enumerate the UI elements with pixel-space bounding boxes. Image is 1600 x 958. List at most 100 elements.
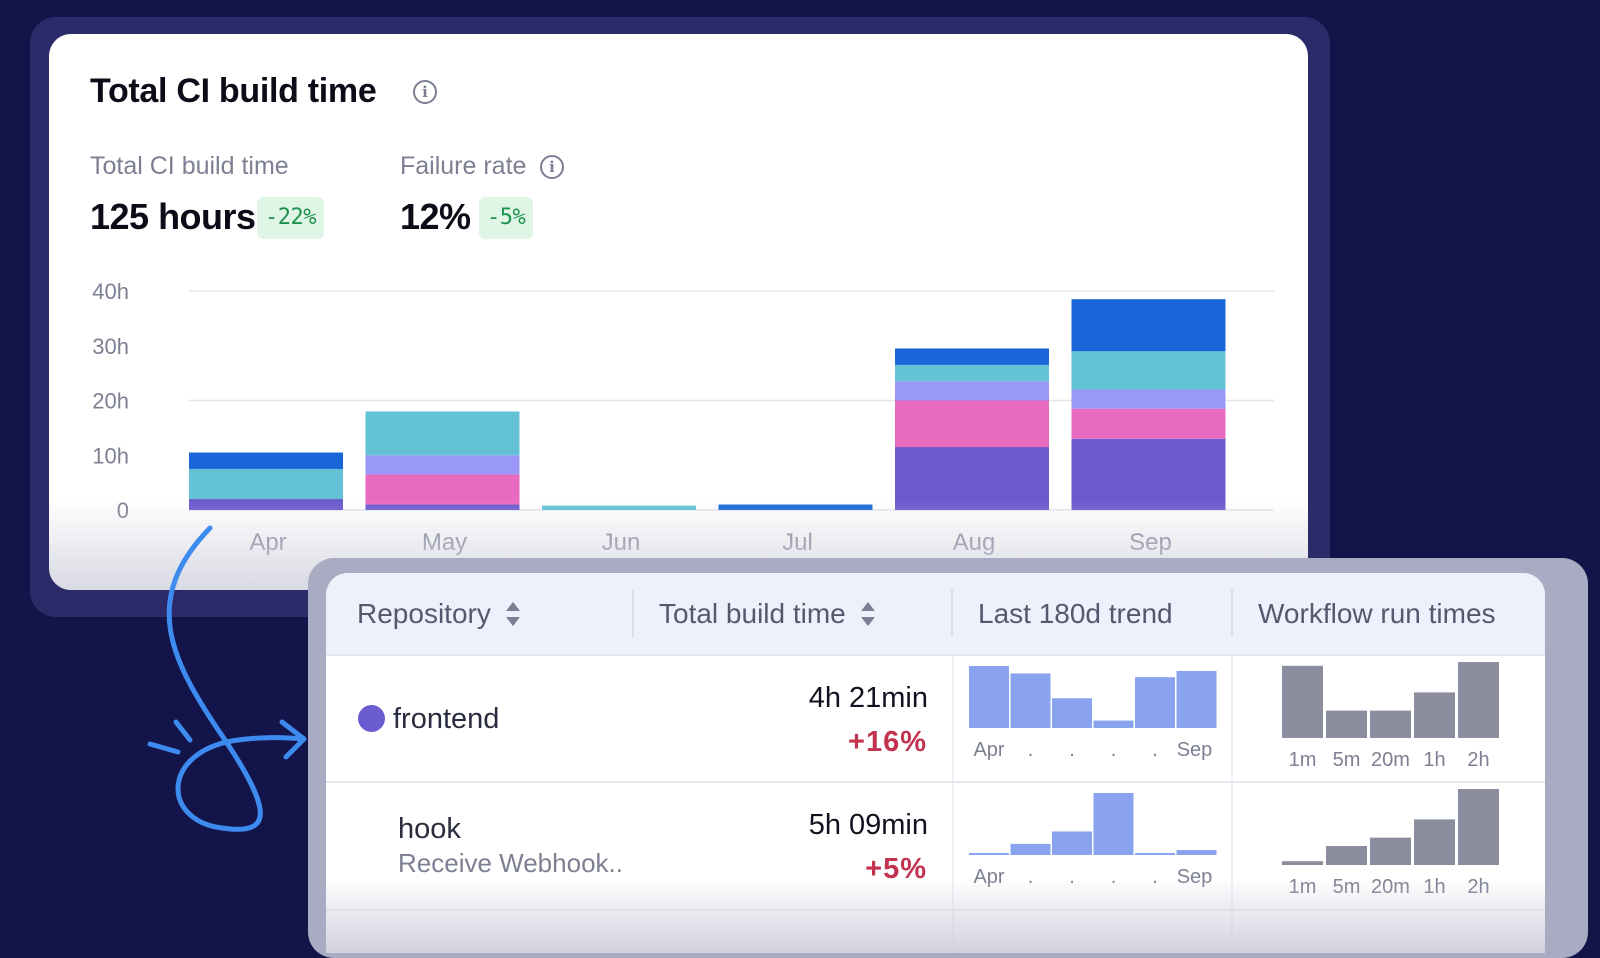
y-tick-label: 30h	[92, 334, 129, 359]
run-time-bar	[1326, 710, 1367, 738]
trend-sparkbar: Apr.... Sep	[969, 666, 1217, 761]
table-header: Repository Total build time Last 180d tr…	[326, 573, 1545, 656]
run-time-label: 1m	[1289, 876, 1317, 898]
sort-icon[interactable]	[505, 601, 521, 627]
header-repository[interactable]: Repository	[357, 573, 521, 654]
header-total-build-time[interactable]: Total build time	[659, 573, 876, 654]
y-tick-label: 0	[117, 498, 129, 523]
run-time-bar	[1414, 692, 1455, 738]
run-time-label: 1m	[1289, 749, 1317, 771]
info-icon[interactable]: i	[413, 80, 437, 104]
trend-sparkbar: Apr.... Sep	[969, 793, 1217, 888]
bar-segment[interactable]	[1071, 408, 1226, 439]
run-time-bar	[1326, 846, 1367, 865]
bar-segment[interactable]	[1071, 389, 1226, 409]
trend-axis-label: .	[1028, 739, 1034, 761]
y-tick-label: 20h	[92, 389, 129, 414]
header-last-180d-trend: Last 180d trend	[978, 598, 1173, 629]
repo-color-dot	[358, 705, 385, 732]
card-title: Total CI build time	[90, 72, 377, 110]
build-time-delta: +5%	[865, 853, 927, 885]
bar-segment[interactable]	[895, 348, 1049, 365]
table-row[interactable]: frontend 4h 21min +16% Apr.... Sep 1m 5m 20…	[326, 656, 1545, 784]
x-tick-label: Apr	[249, 529, 286, 556]
arrow-head	[279, 719, 307, 760]
trend-bar	[1010, 843, 1051, 855]
bar-segment[interactable]	[1071, 438, 1226, 510]
run-time-label: 20m	[1371, 876, 1410, 898]
x-tick-label: Aug	[953, 529, 996, 556]
x-tick-label: Jun	[602, 529, 641, 556]
column-divider	[1231, 656, 1233, 953]
y-tick-label: 10h	[92, 443, 129, 468]
run-time-label: 1h	[1423, 876, 1445, 898]
metric-value-build-time: 125 hours	[90, 196, 256, 237]
bar-segment[interactable]	[542, 505, 696, 510]
run-time-label: 20m	[1371, 749, 1410, 771]
run-time-bar	[1458, 662, 1499, 738]
header-workflow-run-times: Workflow run times	[1258, 598, 1496, 629]
column-divider	[952, 656, 954, 953]
bar-segment[interactable]	[365, 411, 520, 456]
trend-axis-label: .	[1069, 739, 1075, 761]
metric-value-failure-rate: 12%	[400, 196, 471, 237]
bar-segment[interactable]	[189, 452, 343, 469]
arrow-sparkle	[147, 719, 193, 755]
trend-bar	[1176, 850, 1217, 855]
run-time-bar	[1282, 861, 1323, 865]
sort-icon[interactable]	[860, 601, 876, 627]
column-divider	[632, 589, 634, 637]
trend-bar	[969, 853, 1009, 855]
info-icon[interactable]: i	[540, 155, 564, 179]
trend-bar	[1093, 720, 1134, 728]
trend-bar	[1135, 853, 1175, 855]
repository-table: Repository Total build time Last 180d tr…	[326, 573, 1545, 953]
run-time-bar	[1458, 789, 1499, 865]
trend-axis-label: Sep	[1177, 866, 1213, 888]
column-divider	[1231, 589, 1233, 637]
repo-name[interactable]: frontend	[393, 703, 500, 735]
bar-segment[interactable]	[365, 474, 520, 505]
delta-badge-build-time: -22%	[257, 197, 324, 239]
run-time-bar	[1414, 819, 1455, 865]
run-time-label: 2h	[1467, 749, 1489, 771]
build-time-delta: +16%	[848, 726, 927, 758]
run-times-histogram: 1m 5m 20m 1h 2h	[1282, 789, 1499, 898]
metric-label-build-time: Total CI build time	[90, 152, 289, 180]
repo-workflow-name: Receive Webhook..	[398, 848, 623, 878]
column-divider	[951, 589, 953, 637]
x-tick-label: Jul	[782, 529, 813, 556]
run-times-histogram: 1m 5m 20m 1h 2h	[1282, 662, 1499, 771]
run-time-label: 5m	[1333, 749, 1361, 771]
delta-badge-failure-rate: -5%	[479, 197, 534, 239]
trend-axis-label: .	[1111, 866, 1117, 888]
bar-segment[interactable]	[189, 468, 343, 500]
bar-segment[interactable]	[718, 504, 873, 510]
bar-segment[interactable]	[1071, 351, 1226, 390]
trend-axis-label: .	[1152, 866, 1158, 888]
bar-segment[interactable]	[895, 400, 1049, 448]
trend-axis-label: Apr	[973, 866, 1004, 888]
run-time-bar	[1282, 665, 1323, 738]
bar-segment[interactable]	[895, 381, 1049, 401]
trend-bar	[1135, 677, 1175, 728]
repo-name[interactable]: hook	[398, 813, 461, 845]
stacked-bar-chart: 40h 30h 20h 10h 0 Apr May Jun Jul Aug Sep	[92, 279, 1274, 556]
ci-build-time-card: Total CI build time i Total CI build tim…	[49, 34, 1308, 590]
trend-bar	[1052, 698, 1092, 728]
trend-bar	[1093, 793, 1134, 855]
x-tick-label: May	[422, 529, 467, 556]
bar-segment[interactable]	[365, 504, 520, 510]
trend-axis-label: .	[1111, 739, 1117, 761]
table-row[interactable]: hook Receive Webhook.. 5h 09min +5% Apr.…	[326, 783, 1545, 911]
trend-axis-label: .	[1069, 866, 1075, 888]
bar-segment[interactable]	[1071, 299, 1226, 352]
bar-segment[interactable]	[189, 499, 343, 510]
run-time-label: 2h	[1467, 876, 1489, 898]
metric-label-failure-rate: Failure rate	[400, 152, 527, 180]
bar-segment[interactable]	[365, 455, 520, 475]
bar-segment[interactable]	[895, 447, 1049, 510]
run-time-bar	[1370, 837, 1411, 865]
bar-segment[interactable]	[895, 364, 1049, 382]
build-time-value: 5h 09min	[808, 809, 928, 841]
